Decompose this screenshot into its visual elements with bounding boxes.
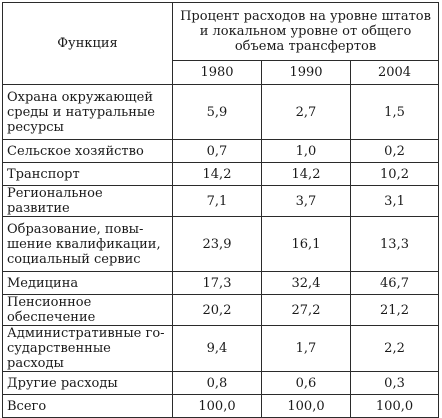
row-label: Образование, повы­шение квалификации, со… [2,216,173,272]
year-header-2004: 2004 [349,60,440,85]
value-1990: 2,7 [261,84,351,140]
value-1980: 17,3 [172,271,262,295]
value-2004: 3,1 [349,185,440,217]
value-1980: 0,8 [172,371,262,395]
year-header-1990: 1990 [261,60,351,85]
value-1990: 27,2 [261,294,351,326]
value-2004: 0,2 [349,139,440,163]
function-column-header: Функция [2,2,173,85]
value-1990: 3,7 [261,185,351,217]
row-label: Административные го­сударственные расход… [2,325,173,372]
table-row: Образование, повы­шение квалификации, со… [2,216,440,272]
value-1990: 14,2 [261,162,351,186]
value-1980: 0,7 [172,139,262,163]
row-label: Сельское хозяйство [2,139,173,163]
row-label: Региональное развитие [2,185,173,217]
value-2004: 46,7 [349,271,440,295]
table-row: Административные го­сударственные расход… [2,325,440,372]
table-row: Региональное развитие 7,1 3,7 3,1 [2,185,440,217]
table-row-total: Всего 100,0 100,0 100,0 [2,394,440,418]
table-row: Транспорт 14,2 14,2 10,2 [2,162,440,186]
table-row: Охрана окружающей среды и натуральные ре… [2,84,440,140]
value-1990: 100,0 [261,394,351,418]
value-1990: 1,7 [261,325,351,372]
value-2004: 13,3 [349,216,440,272]
value-2004: 1,5 [349,84,440,140]
value-2004: 0,3 [349,371,440,395]
value-1990: 32,4 [261,271,351,295]
value-2004: 2,2 [349,325,440,372]
value-2004: 21,2 [349,294,440,326]
value-1980: 100,0 [172,394,262,418]
table-row: Другие расходы 0,8 0,6 0,3 [2,371,440,395]
row-label: Транспорт [2,162,173,186]
value-1980: 7,1 [172,185,262,217]
percent-group-header: Процент расходов на уровне штатов и лока… [171,2,440,61]
value-1990: 1,0 [261,139,351,163]
row-label: Охрана окружающей среды и натуральные ре… [2,84,173,140]
year-header-1980: 1980 [172,60,262,85]
row-label: Другие расходы [2,371,173,395]
value-2004: 100,0 [349,394,440,418]
value-2004: 10,2 [349,162,440,186]
value-1980: 23,9 [172,216,262,272]
value-1980: 5,9 [172,84,262,140]
row-label: Пенсионное обеспечение [2,294,173,326]
value-1980: 20,2 [172,294,262,326]
row-label: Медицина [2,271,173,295]
value-1990: 0,6 [261,371,351,395]
row-label: Всего [2,394,173,418]
value-1990: 16,1 [261,216,351,272]
table-row: Медицина 17,3 32,4 46,7 [2,271,440,295]
table-row: Сельское хозяйство 0,7 1,0 0,2 [2,139,440,163]
table-row: Пенсионное обеспечение 20,2 27,2 21,2 [2,294,440,326]
value-1980: 14,2 [172,162,262,186]
value-1980: 9,4 [172,325,262,372]
